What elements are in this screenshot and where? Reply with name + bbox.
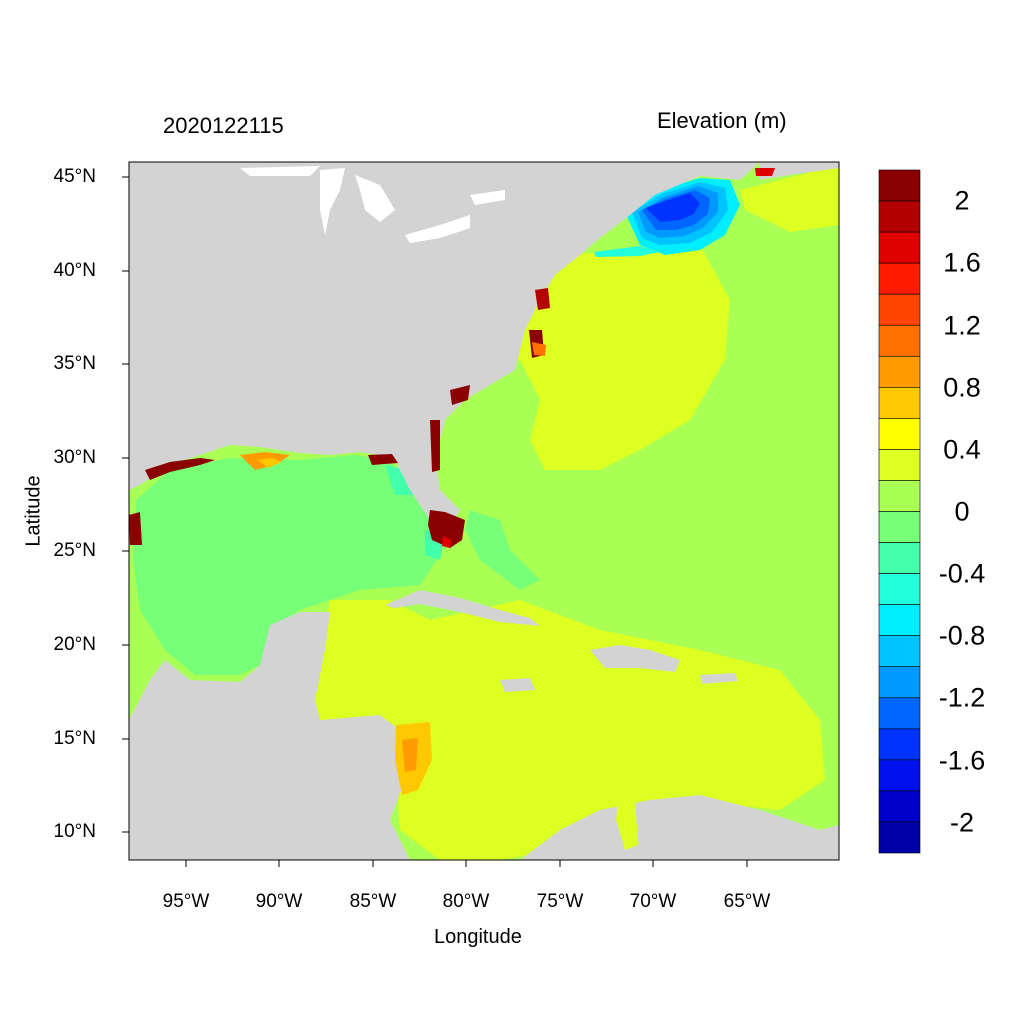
colorbar-swatch bbox=[878, 666, 921, 699]
lon-tick-70w: 70°W bbox=[629, 891, 677, 912]
colorbar-swatch bbox=[878, 355, 921, 388]
colorbar-swatch bbox=[878, 293, 921, 326]
colorbar-swatch bbox=[878, 635, 921, 668]
colorbar-swatch bbox=[878, 200, 921, 233]
colorbar-swatch bbox=[878, 480, 921, 512]
colorbar-label-neg2: -2 bbox=[949, 807, 975, 838]
timestamp-label: 2020122115 bbox=[163, 113, 284, 138]
colorbar-swatch bbox=[878, 573, 921, 605]
lon-tick-85w: 85°W bbox=[349, 891, 397, 912]
colorbar-label-0.4: 0.4 bbox=[943, 434, 981, 465]
lon-tick-90w: 90°W bbox=[255, 891, 303, 912]
map-panel bbox=[129, 162, 839, 860]
colorbar-label-neg0.8: -0.8 bbox=[938, 620, 986, 651]
colorbar-label-neg1.6: -1.6 bbox=[938, 745, 986, 776]
lon-tick-65w: 65°W bbox=[723, 891, 771, 912]
colorbar-swatch bbox=[878, 449, 921, 481]
lat-tick-10: 10°N bbox=[53, 821, 96, 842]
bahamas-shelf-region bbox=[465, 510, 540, 590]
lat-tick-25: 25°N bbox=[53, 540, 96, 561]
coastal-surge-fringe bbox=[129, 168, 775, 850]
lat-tick-20: 20°N bbox=[53, 634, 96, 655]
colorbar-label-neg0.4: -0.4 bbox=[938, 558, 986, 589]
land-masses bbox=[129, 162, 839, 860]
lat-tick-30: 30°N bbox=[53, 447, 96, 468]
lat-tick-15: 15°N bbox=[53, 728, 96, 749]
gulf-of-mexico-region bbox=[133, 455, 440, 675]
colorbar-swatch bbox=[878, 542, 921, 574]
axis-ticks bbox=[122, 176, 748, 867]
lat-tick-40: 40°N bbox=[53, 260, 96, 281]
colorbar-label-0: 0 bbox=[954, 496, 970, 527]
colorbar bbox=[878, 169, 921, 854]
colorbar-swatch bbox=[878, 759, 921, 792]
colorbar-swatch bbox=[878, 821, 921, 854]
caribbean-field bbox=[310, 600, 825, 860]
colorbar-label-1.2: 1.2 bbox=[943, 310, 981, 341]
colorbar-swatch bbox=[878, 790, 921, 823]
lat-tick-35: 35°N bbox=[53, 353, 96, 374]
colorbar-swatch bbox=[878, 324, 921, 357]
colorbar-swatch bbox=[878, 604, 921, 636]
colorbar-swatch bbox=[878, 387, 921, 419]
x-axis-label: Longitude bbox=[434, 926, 522, 948]
colorbar-swatch bbox=[878, 728, 921, 761]
lon-tick-75w: 75°W bbox=[536, 891, 584, 912]
variable-title: Elevation (m) bbox=[657, 108, 787, 133]
colorbar-swatch bbox=[878, 231, 921, 264]
colorbar-label-2: 2 bbox=[954, 185, 970, 216]
colorbar-swatch bbox=[878, 697, 921, 730]
lon-tick-95w: 95°W bbox=[162, 891, 210, 912]
gulf-of-maine-low bbox=[594, 178, 740, 257]
colorbar-label-neg1.2: -1.2 bbox=[938, 682, 986, 713]
colorbar-label-1.6: 1.6 bbox=[943, 247, 981, 278]
colorbar-swatch bbox=[878, 418, 921, 450]
colorbar-label-0.8: 0.8 bbox=[943, 372, 981, 403]
colorbar-swatch bbox=[878, 511, 921, 543]
plot-frame bbox=[128, 161, 840, 861]
lon-tick-80w: 80°W bbox=[442, 891, 490, 912]
colorbar-swatch bbox=[878, 262, 921, 295]
colorbar-swatch bbox=[878, 169, 921, 202]
lat-tick-45: 45°N bbox=[53, 166, 96, 187]
great-lakes bbox=[240, 166, 505, 243]
positive-anomaly-region bbox=[740, 165, 839, 232]
